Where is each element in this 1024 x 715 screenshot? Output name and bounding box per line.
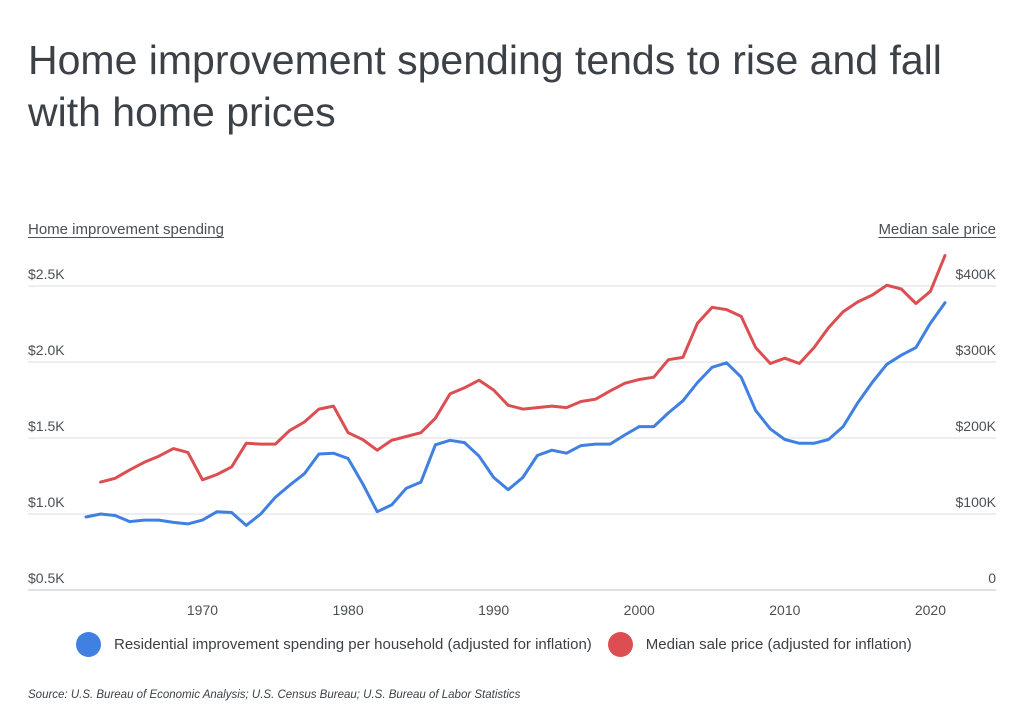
series-lines	[84, 254, 947, 527]
left-tick-label: $2.0K	[28, 342, 65, 358]
left-axis-title: Home improvement spending	[28, 221, 224, 238]
series-line-median-price	[99, 254, 947, 484]
x-tick-label: 2000	[624, 602, 655, 618]
x-tick-label: 2010	[769, 602, 800, 618]
left-tick-label: $0.5K	[28, 570, 65, 586]
right-tick-label: $300K	[956, 342, 997, 358]
x-tick-label: 1990	[478, 602, 509, 618]
gridlines	[28, 285, 996, 591]
right-tick-label: 0	[988, 570, 996, 586]
right-axis-title: Median sale price	[878, 221, 996, 238]
left-tick-label: $1.5K	[28, 418, 65, 434]
legend-item-spending: Residential improvement spending per hou…	[76, 632, 592, 657]
source-note: Source: U.S. Bureau of Economic Analysis…	[28, 689, 521, 701]
legend-item-price: Median sale price (adjusted for inflatio…	[607, 632, 912, 657]
legend-label-spending: Residential improvement spending per hou…	[114, 636, 592, 653]
series-line-improvement-spending	[84, 301, 947, 527]
x-tick-label: 2020	[915, 602, 946, 618]
x-tick-label: 1980	[332, 602, 363, 618]
x-tick-label: 1970	[187, 602, 218, 618]
legend-swatch-spending	[76, 632, 101, 657]
left-axis-ticks: $0.5K $1.0K $1.5K $2.0K $2.5K	[28, 266, 65, 586]
chart-title: Home improvement spending tends to rise …	[28, 37, 942, 135]
right-tick-label: $400K	[956, 266, 997, 282]
right-tick-label: $100K	[956, 494, 997, 510]
left-tick-label: $1.0K	[28, 494, 65, 510]
right-tick-label: $200K	[956, 418, 997, 434]
x-axis-ticks: 1970 1980 1990 2000 2010 2020	[187, 602, 946, 618]
left-tick-label: $2.5K	[28, 266, 65, 282]
legend: Residential improvement spending per hou…	[76, 632, 928, 657]
right-axis-ticks: 0 $100K $200K $300K $400K	[956, 266, 997, 586]
legend-label-price: Median sale price (adjusted for inflatio…	[645, 636, 912, 653]
legend-swatch-price	[607, 632, 633, 657]
